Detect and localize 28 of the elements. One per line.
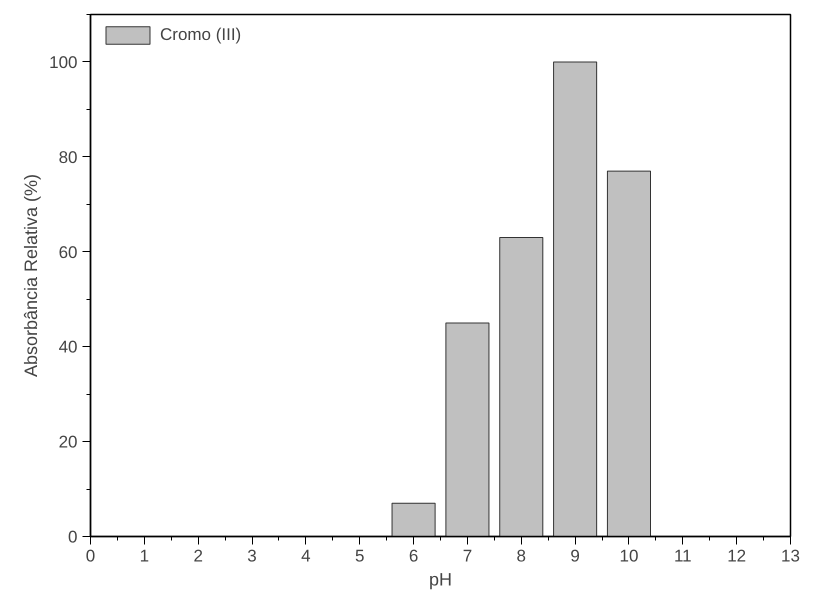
x-tick-label: 6 — [408, 546, 418, 566]
y-tick-label: 20 — [58, 432, 78, 452]
y-tick-label: 100 — [49, 52, 78, 72]
bar — [553, 61, 598, 536]
x-tick-label: 2 — [193, 546, 203, 566]
x-tick-label: 11 — [674, 546, 692, 566]
x-axis-title: pH — [428, 570, 452, 590]
x-tick-label: 0 — [86, 546, 96, 566]
y-axis-title: Absorbância Relativa (%) — [21, 174, 42, 378]
y-tick-label: 80 — [58, 148, 78, 167]
y-tick-label: 0 — [68, 528, 78, 546]
bar — [445, 322, 490, 536]
y-tick-label: 60 — [58, 242, 78, 262]
x-tick-label: 5 — [355, 546, 364, 566]
x-tick-label: 8 — [516, 546, 526, 566]
x-tick-label: 4 — [301, 546, 311, 566]
x-tick-label: 7 — [462, 546, 472, 566]
legend-label: Cromo (III) — [160, 25, 242, 45]
bar — [606, 170, 651, 536]
y-tick-label: 40 — [58, 338, 78, 357]
x-tick-label: 13 — [781, 546, 800, 566]
x-tick-label: 9 — [570, 546, 580, 566]
x-tick-label: 1 — [140, 546, 150, 566]
x-tick-label: 12 — [727, 546, 746, 566]
x-tick-label: 10 — [620, 546, 638, 566]
x-tick-label: 3 — [247, 546, 257, 566]
bar — [392, 502, 436, 536]
bar — [499, 237, 544, 536]
